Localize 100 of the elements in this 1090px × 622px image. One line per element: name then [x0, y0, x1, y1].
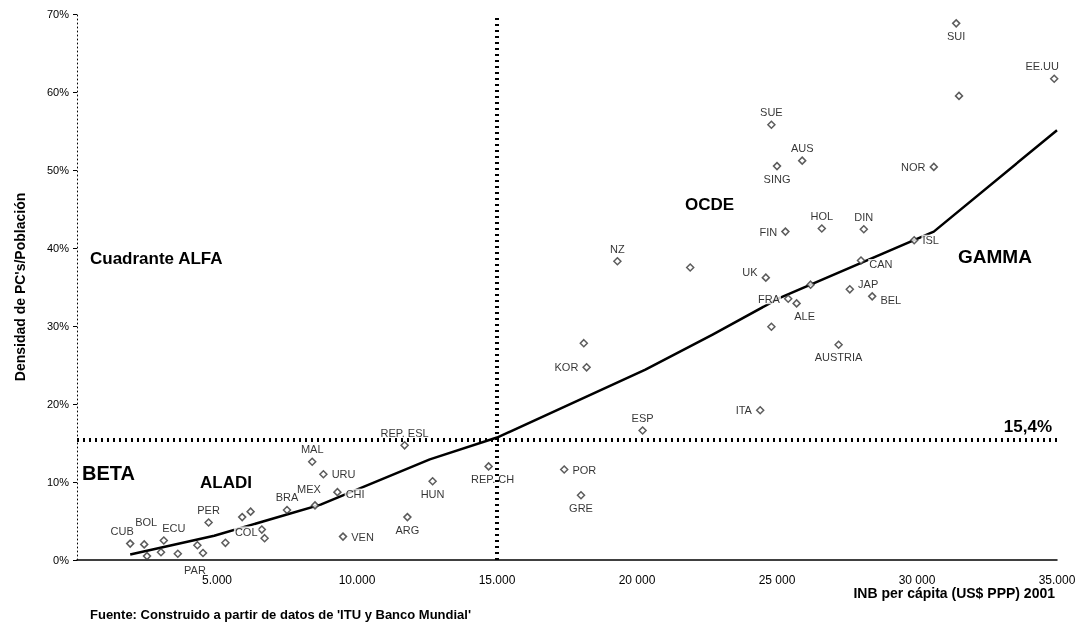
point — [576, 491, 586, 500]
y-tick-label: 70% — [46, 8, 70, 20]
data-label: REP. CH — [471, 473, 515, 486]
y-tick-label: 0% — [53, 554, 70, 566]
data-label: REP. ESL — [380, 426, 429, 439]
annotation: ALADI — [200, 473, 252, 492]
point — [403, 512, 412, 522]
data-label: MAL — [300, 442, 324, 455]
point — [282, 505, 292, 515]
data-label: SING — [763, 172, 791, 185]
data-label: ITA — [735, 404, 753, 417]
y-tick-label: 50% — [46, 164, 70, 176]
point — [856, 256, 866, 265]
point — [761, 273, 771, 282]
point — [781, 227, 790, 236]
point — [237, 512, 247, 522]
y-tick-label: 30% — [46, 320, 70, 332]
point — [307, 457, 317, 466]
data-label: BEL — [880, 294, 902, 307]
point — [193, 540, 202, 550]
data-label: SUE — [760, 106, 783, 119]
data-label: GRE — [569, 502, 593, 515]
point — [310, 501, 320, 510]
data-label: CUB — [110, 524, 134, 537]
point — [638, 426, 647, 435]
data-label: UK — [742, 265, 759, 278]
data-label: CHI — [345, 488, 365, 501]
point — [204, 518, 213, 527]
annotation: BETA — [82, 462, 135, 484]
data-label: ECU — [162, 521, 186, 534]
data-label: EE.UU — [1025, 59, 1060, 72]
data-label: AUSTRIA — [814, 351, 864, 364]
point — [929, 162, 939, 172]
data-label: AUS — [790, 141, 814, 154]
point — [834, 340, 843, 349]
x-axis-title: INB per cápita (US$ PPP) 2001 — [853, 585, 1056, 601]
data-label: ALE — [794, 310, 815, 323]
data-label: URU — [331, 468, 356, 481]
point — [685, 263, 695, 272]
x-tick-label: 10.000 — [338, 573, 376, 587]
point — [817, 224, 827, 233]
point — [173, 549, 183, 559]
point — [484, 462, 493, 471]
point — [951, 19, 961, 28]
data-label: NZ — [610, 242, 626, 255]
point — [559, 465, 569, 474]
x-tick-label: 30 000 — [898, 573, 936, 587]
point — [156, 547, 166, 557]
data-label: ESP — [631, 411, 654, 424]
point — [125, 539, 135, 548]
data-label: FIN — [759, 225, 778, 238]
data-label: BRA — [275, 491, 299, 504]
y-tick-label: 10% — [46, 476, 70, 488]
data-label: DIN — [854, 210, 874, 223]
point — [792, 299, 801, 308]
data-label: PER — [197, 503, 220, 516]
point — [772, 161, 782, 171]
y-tick-label: 40% — [46, 242, 70, 254]
point — [845, 285, 855, 294]
point — [198, 548, 208, 558]
data-label: COL — [234, 525, 258, 538]
point — [1049, 74, 1059, 83]
point — [246, 507, 255, 516]
data-label: VEN — [351, 530, 374, 543]
x-tick-label: 5.000 — [201, 573, 233, 587]
point — [257, 525, 267, 534]
x-tick-label: 15.000 — [478, 573, 516, 587]
x-tick-label: 35.000 — [1038, 573, 1076, 587]
point — [333, 487, 342, 497]
data-label: SUI — [947, 30, 966, 43]
data-label: KOR — [554, 361, 579, 374]
data-label: JAP — [858, 278, 879, 291]
point — [582, 363, 591, 372]
point — [755, 405, 765, 415]
point — [806, 280, 815, 289]
data-label: BOL — [135, 515, 158, 528]
x-tick-label: 20 000 — [618, 573, 656, 587]
point — [338, 532, 348, 541]
x-tick-label: 25 000 — [758, 573, 796, 587]
point — [260, 533, 269, 543]
data-label: ISL — [922, 234, 939, 247]
annotation: OCDE — [685, 195, 735, 214]
point — [159, 536, 169, 545]
data-label: CAN — [869, 258, 893, 271]
ref-line-label: 15,4% — [1003, 416, 1052, 436]
point — [867, 292, 877, 301]
source-note: Fuente: Construido a partir de datos de 'ITU y Banco Mundial' — [90, 607, 472, 622]
data-label: PAR — [184, 563, 206, 576]
point — [221, 538, 230, 548]
point — [613, 257, 622, 266]
data-label: NOR — [901, 160, 926, 173]
data-label: HUN — [420, 487, 445, 500]
point — [954, 91, 964, 101]
point — [142, 551, 152, 561]
point — [909, 235, 919, 245]
point — [428, 476, 437, 486]
data-label: POR — [572, 463, 597, 476]
point — [400, 441, 409, 450]
annotation: Cuadrante ALFA — [90, 249, 223, 268]
y-tick-label: 20% — [46, 398, 70, 410]
